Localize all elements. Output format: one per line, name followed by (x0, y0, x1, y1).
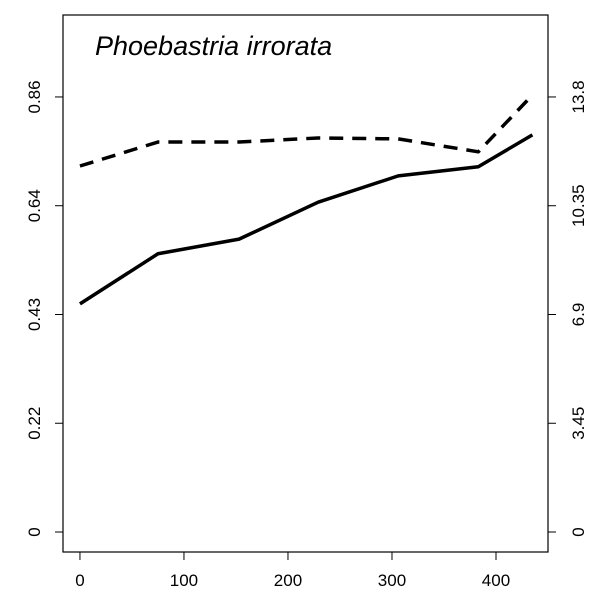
x-tick-label: 300 (378, 571, 406, 590)
y-tick-label: 0 (25, 527, 44, 536)
y-tick-label: 0.64 (25, 189, 44, 222)
chart-title: Phoebastria irrorata (95, 31, 332, 61)
y2-tick-label: 10.35 (569, 184, 588, 227)
line-series (79, 133, 534, 306)
y2-tick-label: 13.8 (569, 80, 588, 113)
plot-frame (62, 14, 549, 553)
x-tick-label: 400 (482, 571, 510, 590)
y-tick-label: 0.43 (25, 298, 44, 331)
x-tick-label: 200 (274, 571, 302, 590)
line-series (79, 93, 534, 168)
x-tick-label: 100 (170, 571, 198, 590)
x-tick-label: 0 (75, 571, 84, 590)
y2-tick-label: 3.45 (569, 407, 588, 440)
y2-tick-label: 0 (569, 527, 588, 536)
y-tick-label: 0.86 (25, 80, 44, 113)
y-tick-label: 0.22 (25, 407, 44, 440)
y2-tick-label: 6.9 (569, 303, 588, 327)
